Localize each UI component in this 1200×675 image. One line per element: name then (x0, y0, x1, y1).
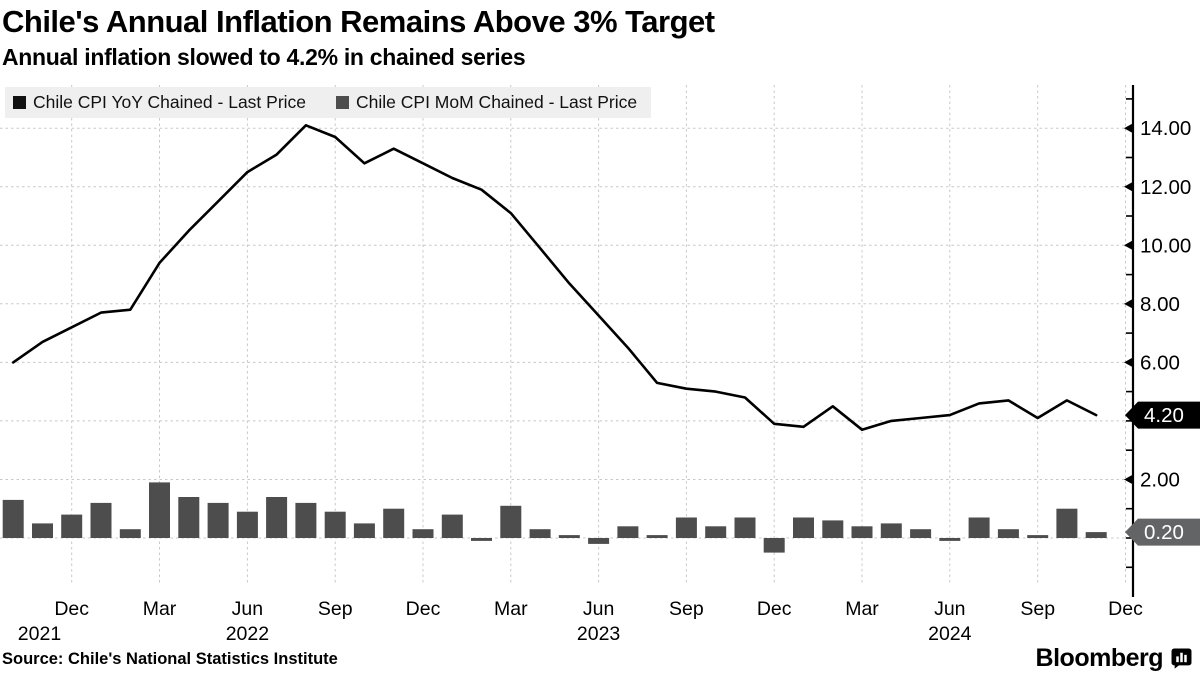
mom-bar (178, 497, 200, 538)
mom-bar (295, 502, 317, 538)
bloomberg-wordmark: Bloomberg (1035, 644, 1164, 672)
y-axis: 14.00 12.00 10.00 8.00 6.00 2.00 (1124, 85, 1191, 597)
y-tick-label: 12.00 (1140, 176, 1191, 199)
x-tick-label: Dec (1108, 598, 1143, 620)
x-tick-label: Jun (934, 598, 965, 620)
mom-bar (119, 529, 141, 538)
mom-bar (675, 517, 697, 538)
mom-bar (61, 514, 83, 538)
mom-bar (617, 526, 639, 538)
mom-bar (32, 523, 53, 538)
mom-bar (441, 514, 463, 538)
last-price-tag: 0.20 (1125, 518, 1200, 546)
x-year-label: 2021 (18, 623, 61, 645)
y-tick-label: 2.00 (1140, 469, 1180, 492)
x-year-label: 2022 (226, 623, 269, 645)
mom-bar (90, 502, 112, 538)
mom-bar (763, 538, 785, 553)
mom-bar (1056, 508, 1078, 538)
mom-bar (558, 535, 580, 538)
mom-bar (529, 529, 551, 538)
page-title: Chile's Annual Inflation Remains Above 3… (2, 4, 715, 39)
x-axis-labels: Dec Mar Jun Sep Dec Mar Jun Sep Dec Mar Jun Sep Dec 2… (18, 598, 1143, 645)
legend-label-yoy: Chile CPI YoY Chained - Last Price (33, 92, 307, 112)
x-tick-label: Dec (54, 598, 89, 620)
mom-bar (939, 538, 961, 541)
mom-bar (236, 511, 258, 538)
yoy-series-swatch-icon (13, 96, 26, 109)
mom-bar (822, 520, 844, 538)
svg-text:4.20: 4.20 (1144, 404, 1184, 427)
x-year-label: 2024 (928, 623, 972, 645)
mom-bar (383, 508, 405, 538)
x-tick-label: Mar (845, 598, 879, 620)
mom-bar (734, 517, 756, 538)
mom-bar (880, 523, 902, 538)
bloomberg-icon (1171, 648, 1192, 669)
mom-bar (588, 538, 610, 544)
mom-bar (910, 529, 932, 538)
legend-item-mom: Chile CPI MoM Chained - Last Price (336, 92, 637, 113)
page-subtitle: Annual inflation slowed to 4.2% in chain… (2, 44, 526, 70)
mom-bar (266, 497, 288, 538)
last-price-tag: 4.20 (1125, 401, 1200, 429)
x-tick-label: Sep (318, 598, 353, 620)
x-tick-label: Dec (406, 598, 441, 620)
svg-text:0.20: 0.20 (1144, 521, 1184, 544)
mom-bar (1085, 532, 1107, 538)
x-tick-label: Mar (143, 598, 177, 620)
mom-bar (500, 505, 522, 538)
mom-bar-series (2, 482, 1107, 553)
legend-label-mom: Chile CPI MoM Chained - Last Price (356, 92, 638, 112)
x-tick-label: Sep (669, 598, 704, 620)
chart-legend: Chile CPI YoY Chained - Last Price Chile… (5, 87, 652, 118)
y-tick-label: 14.00 (1140, 117, 1191, 140)
bloomberg-logo: Bloomberg (1036, 644, 1192, 673)
mom-bar (2, 499, 24, 538)
x-year-label: 2023 (577, 623, 620, 645)
mom-bar (793, 517, 814, 538)
mom-bar (997, 529, 1019, 538)
mom-series-swatch-icon (336, 96, 350, 109)
mom-bar (353, 523, 375, 538)
legend-item-yoy: Chile CPI YoY Chained - Last Price (13, 92, 306, 113)
x-tick-label: Jun (232, 598, 263, 620)
y-tick-label: 6.00 (1140, 351, 1180, 374)
mom-bar (412, 529, 434, 538)
source-note: Source: Chile's National Statistics Inst… (2, 650, 338, 668)
yoy-line-series (11, 124, 1098, 432)
mom-bar (324, 511, 346, 538)
x-tick-label: Mar (494, 598, 528, 620)
x-tick-label: Dec (757, 598, 792, 620)
mom-bar (149, 482, 170, 538)
mom-bar (968, 517, 990, 538)
x-tick-label: Sep (1020, 598, 1055, 620)
mom-bar (646, 535, 668, 538)
mom-bar (471, 538, 492, 541)
y-tick-label: 8.00 (1140, 293, 1180, 316)
mom-bar (207, 502, 229, 538)
mom-bar (1027, 535, 1049, 538)
y-tick-label: 10.00 (1140, 234, 1191, 257)
mom-bar (705, 526, 727, 538)
mom-bar (851, 526, 873, 538)
x-tick-label: Jun (583, 598, 614, 620)
